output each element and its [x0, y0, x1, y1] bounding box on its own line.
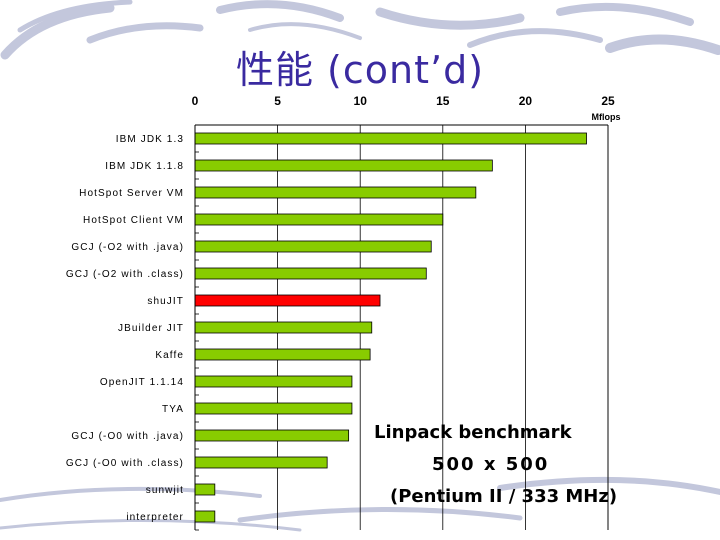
category-label: IBM JDK 1.1.8 — [105, 161, 184, 172]
bar-shujit — [194, 294, 381, 307]
bar-ibm-jdk-1-1-8 — [194, 159, 493, 172]
slide-title: 性能 (cont’d) — [235, 48, 485, 92]
bar-ibm-jdk-1-3 — [194, 132, 587, 145]
bar-hotspot-client-vm — [194, 213, 444, 226]
x-tick-label: 15 — [436, 94, 450, 108]
category-label: shuJIT — [147, 296, 184, 307]
bar-tya — [194, 402, 353, 415]
x-tick-label: 10 — [354, 94, 368, 108]
category-label: Kaffe — [155, 350, 184, 361]
x-tick-label: 20 — [519, 94, 533, 108]
category-label: interpreter — [126, 512, 184, 523]
category-label: JBuilder JIT — [118, 323, 184, 334]
x-tick-label: 25 — [601, 94, 615, 108]
annotation-matrix-size: 500 x 500 — [432, 454, 550, 475]
bar-jbuilder-jit — [194, 321, 373, 334]
bar-gcj-o0-with-class — [194, 456, 328, 469]
x-tick-label: 0 — [192, 94, 199, 108]
bar-openjit-1-1-14 — [194, 375, 353, 388]
bar-gcj-o2-with-class — [194, 267, 427, 280]
axis-unit-label: Mflops — [592, 112, 621, 122]
annotation-machine: (Pentium II / 333 MHz) — [390, 486, 618, 507]
bar-hotspot-server-vm — [194, 186, 477, 199]
category-label: IBM JDK 1.3 — [116, 134, 184, 145]
category-label: TYA — [162, 404, 184, 415]
category-label: GCJ (-O2 with .class) — [66, 269, 184, 280]
category-label: OpenJIT 1.1.14 — [100, 377, 184, 388]
annotation-benchmark-name: Linpack benchmark — [374, 422, 572, 443]
category-label: sunwjit — [146, 485, 184, 496]
category-label: HotSpot Server VM — [79, 188, 184, 199]
category-label: GCJ (-O2 with .java) — [71, 242, 184, 253]
bar-kaffe — [194, 348, 371, 361]
category-label: GCJ (-O0 with .java) — [71, 431, 184, 442]
bar-gcj-o0-with-java — [194, 429, 350, 442]
category-label: HotSpot Client VM — [83, 215, 184, 226]
x-tick-label: 5 — [274, 94, 281, 108]
bar-gcj-o2-with-java — [194, 240, 432, 253]
bar-sunwjit — [194, 483, 216, 496]
category-label: GCJ (-O0 with .class) — [66, 458, 184, 469]
bar-interpreter — [194, 510, 216, 523]
